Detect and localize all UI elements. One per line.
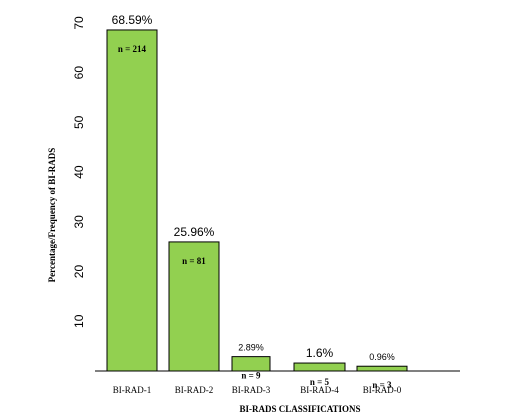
category-labels: BI-RAD-1 BI-RAD-2 BI-RAD-3 BI-RAD-4 BI-RAD-0 (113, 385, 402, 395)
bar (293, 362, 346, 372)
count-label: n = 9 (241, 371, 261, 381)
y-axis-ticks: 10 20 30 40 50 60 70 (72, 16, 86, 328)
count-label: n = 5 (310, 377, 330, 387)
bar (231, 356, 271, 372)
category-label: BI-RAD-0 (363, 385, 402, 395)
percent-label: 2.89% (238, 343, 264, 353)
y-axis-title: Percentage/Frequency of BI-RADS (47, 148, 57, 283)
x-axis-title: BI-RADS CLASSIFICATIONS (239, 404, 360, 414)
category-label: BI-RAD-4 (300, 385, 339, 395)
count-label: n = 3 (372, 380, 392, 390)
y-tick-label: 50 (72, 115, 86, 129)
count-label: n = 214 (118, 44, 147, 54)
y-tick-label: 10 (72, 314, 86, 328)
y-tick-label: 20 (72, 265, 86, 279)
category-label: BI-RAD-1 (113, 385, 152, 395)
percent-label: 25.96% (174, 225, 215, 239)
y-tick-label: 30 (72, 215, 86, 229)
category-label: BI-RAD-3 (232, 385, 271, 395)
y-tick-label: 70 (72, 16, 86, 30)
y-tick-label: 60 (72, 66, 86, 80)
bar (356, 365, 408, 372)
bar (106, 29, 158, 372)
y-tick-label: 40 (72, 165, 86, 179)
bar (168, 241, 220, 372)
percent-label: 0.96% (369, 352, 395, 362)
percent-label: 68.59% (112, 13, 153, 27)
percent-label: 1.6% (306, 346, 334, 360)
bars: 68.59% n = 214 25.96% n = 81 2.89% n = 9 1.6% n… (106, 13, 408, 390)
category-label: BI-RAD-2 (175, 385, 214, 395)
count-label: n = 81 (182, 256, 206, 266)
